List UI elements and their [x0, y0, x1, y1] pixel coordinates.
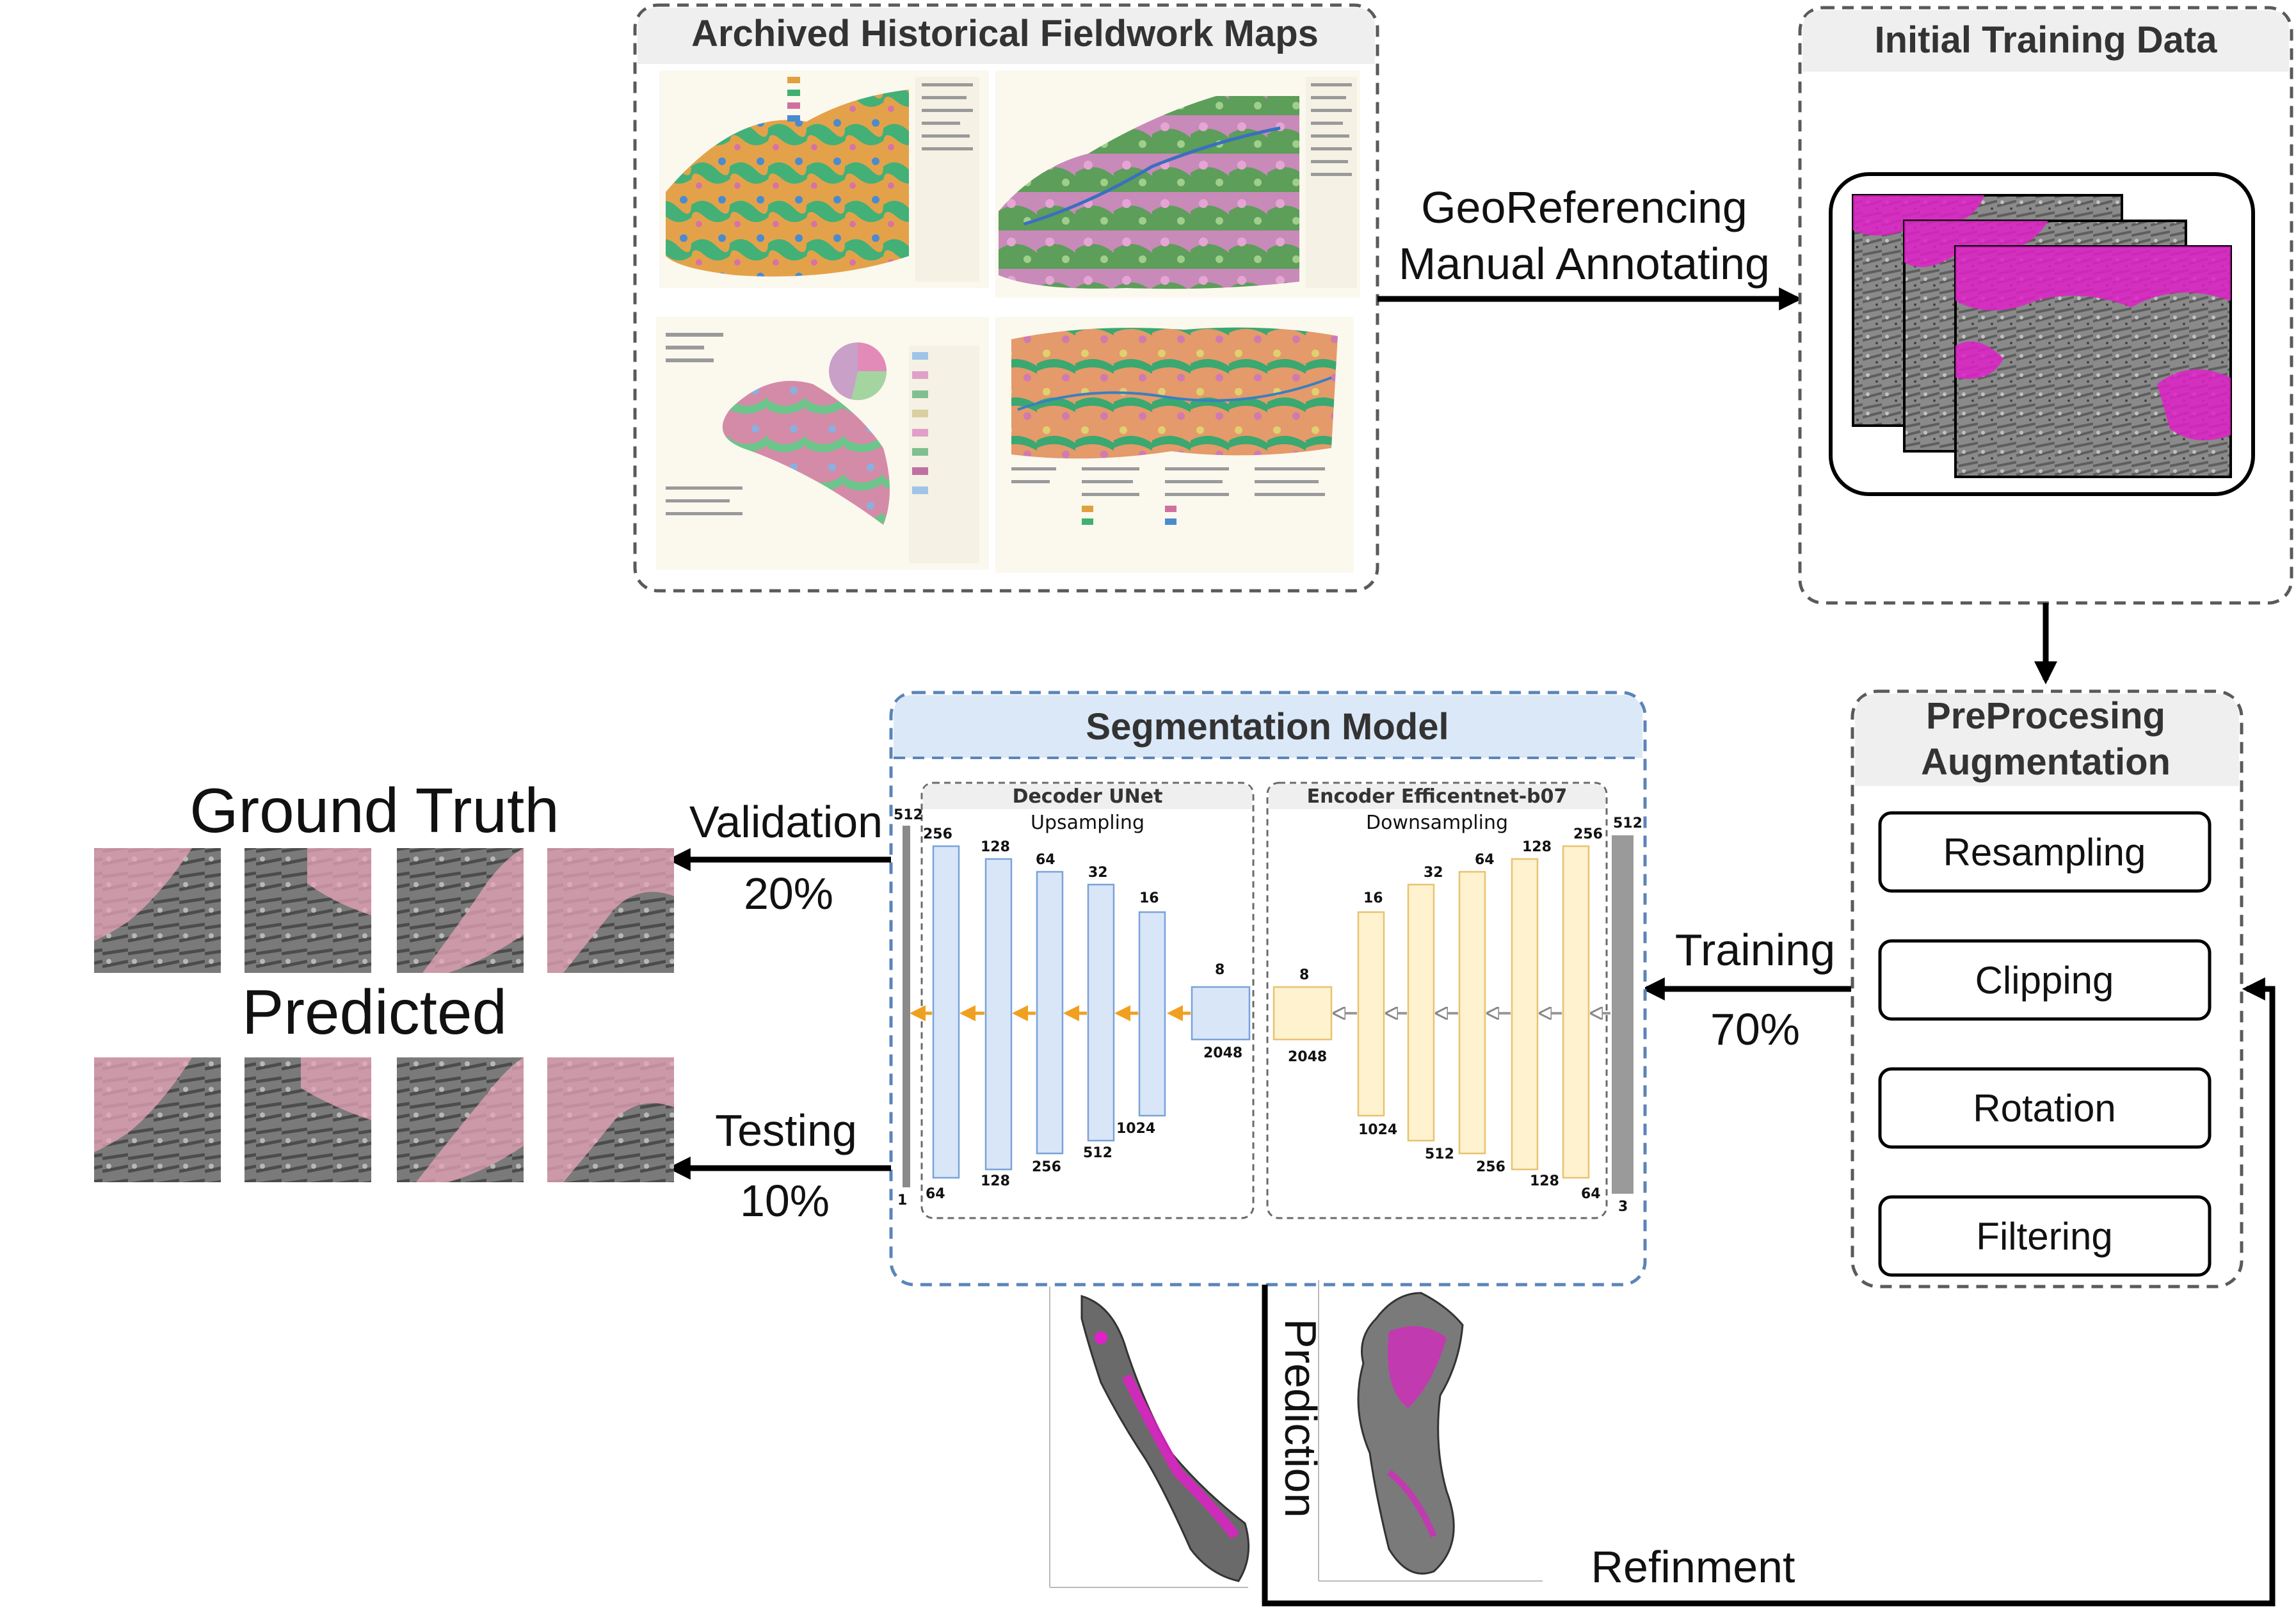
encoder-block-4-top: 64 — [1475, 852, 1495, 868]
decoder-block-2-top: 128 — [981, 839, 1010, 855]
decoder-block-4 — [1087, 883, 1115, 1142]
encoder-block-2-top: 16 — [1363, 890, 1383, 906]
input-bar-bottom: 3 — [1618, 1199, 1628, 1215]
prediction-map-2 — [1318, 1280, 1543, 1582]
decoder-block-6-bottom: 2048 — [1203, 1045, 1242, 1061]
decoder-block-1-top: 256 — [923, 826, 952, 842]
prediction-label: Prediction — [1276, 1319, 1326, 1518]
input-bar-top: 512 — [1613, 815, 1642, 831]
predicted-title: Predicted — [242, 977, 507, 1047]
resampling-label: Resampling — [1943, 831, 2146, 874]
decoder-block-3-bottom: 256 — [1032, 1159, 1061, 1175]
validation-percent: 20% — [744, 869, 833, 919]
encoder-block-3-bottom: 512 — [1425, 1146, 1454, 1162]
clipping-label: Clipping — [1975, 959, 2114, 1002]
map-sheet-1 — [659, 70, 989, 288]
decoder-block-1 — [932, 845, 960, 1179]
resampling-step — [1878, 811, 2212, 893]
encoder-block-3 — [1407, 883, 1435, 1142]
encoder-block-4 — [1458, 871, 1486, 1155]
decoder-block-1-bottom: 64 — [926, 1186, 945, 1202]
georef-label-1: GeoReferencing — [1421, 182, 1747, 232]
training-data-title: Initial Training Data — [1875, 19, 2218, 61]
testing-label: Testing — [715, 1105, 857, 1155]
encoder-block-1 — [1272, 986, 1333, 1041]
decoder-block-5 — [1138, 911, 1166, 1117]
encoder-title: Encoder Efficentnet-b07 — [1307, 785, 1568, 808]
segmentation-model-panel: Segmentation Model Decoder UNet Upsampli… — [889, 691, 1647, 1287]
training-percent: 70% — [1710, 1004, 1800, 1054]
decoder-block-3-top: 64 — [1036, 852, 1056, 868]
preprocessing-title-1: PreProcesing — [1926, 695, 2165, 737]
encoder-block-5 — [1511, 858, 1539, 1171]
training-data-panel: Initial Training Data — [1798, 6, 2293, 605]
encoder-block-6-top: 256 — [1573, 826, 1603, 842]
input-bar — [1612, 835, 1634, 1194]
training-label: Training — [1675, 925, 1835, 975]
encoder-block-5-top: 128 — [1522, 839, 1552, 855]
prediction-map-1 — [1049, 1287, 1250, 1588]
encoder-block-5-bottom: 128 — [1530, 1173, 1559, 1189]
model-title: Segmentation Model — [1086, 706, 1449, 748]
validation-label: Validation — [689, 797, 883, 847]
output-bar-top: 512 — [894, 807, 923, 823]
decoder-block-4-top: 32 — [1088, 865, 1108, 881]
training-image-stack — [1852, 194, 2232, 478]
encoder-block-6-bottom: 64 — [1581, 1186, 1601, 1202]
map-sheet-3 — [656, 317, 989, 570]
preprocessing-panel: PreProcesing Augmentation Resampling Cli… — [1850, 689, 2244, 1288]
ground-truth-images — [94, 848, 674, 973]
encoder-block-1-bottom: 2048 — [1288, 1049, 1327, 1065]
encoder-block-6 — [1562, 845, 1590, 1179]
decoder-block-2-bottom: 128 — [981, 1173, 1010, 1189]
testing-percent: 10% — [740, 1176, 830, 1226]
rotation-label: Rotation — [1973, 1087, 2115, 1130]
decoder-block-5-bottom: 1024 — [1116, 1121, 1155, 1137]
decoder-block-4-bottom: 512 — [1083, 1145, 1112, 1161]
map-sheet-4 — [995, 317, 1354, 573]
encoder-block-2-bottom: 1024 — [1358, 1122, 1397, 1138]
rotation-step — [1878, 1067, 2212, 1149]
refinement-label: Refinment — [1591, 1542, 1795, 1592]
ground-truth-title: Ground Truth — [189, 775, 559, 846]
archive-panel: Archived Historical Fieldwork Maps — [633, 3, 1379, 593]
refinement-arrow — [1262, 977, 2276, 1607]
decoder-subtitle: Upsampling — [1031, 812, 1144, 834]
filtering-label: Filtering — [1976, 1215, 2112, 1258]
decoder-title: Decoder UNet — [1013, 785, 1163, 808]
clipping-step — [1878, 939, 2212, 1021]
decoder-block-5-top: 16 — [1139, 890, 1159, 906]
encoder-block-2 — [1357, 911, 1385, 1117]
output-bar — [903, 826, 910, 1187]
decoder-block-2 — [984, 858, 1013, 1171]
encoder-subtitle: Downsampling — [1366, 812, 1508, 834]
encoder-block-4-bottom: 256 — [1476, 1159, 1505, 1175]
encoder-block-3-top: 32 — [1424, 865, 1443, 881]
predicted-images — [94, 1057, 674, 1182]
filtering-step — [1878, 1195, 2212, 1277]
archive-title: Archived Historical Fieldwork Maps — [691, 13, 1319, 54]
map-sheet-2 — [995, 70, 1360, 298]
output-bar-bottom: 1 — [897, 1192, 907, 1208]
encoder-block-1-top: 8 — [1299, 967, 1309, 983]
decoder-block-6-top: 8 — [1215, 962, 1224, 978]
georef-label-2: Manual Annotating — [1399, 239, 1770, 289]
preprocessing-title-2: Augmentation — [1921, 741, 2171, 783]
decoder-block-6 — [1191, 986, 1251, 1041]
decoder-block-3 — [1036, 871, 1064, 1155]
